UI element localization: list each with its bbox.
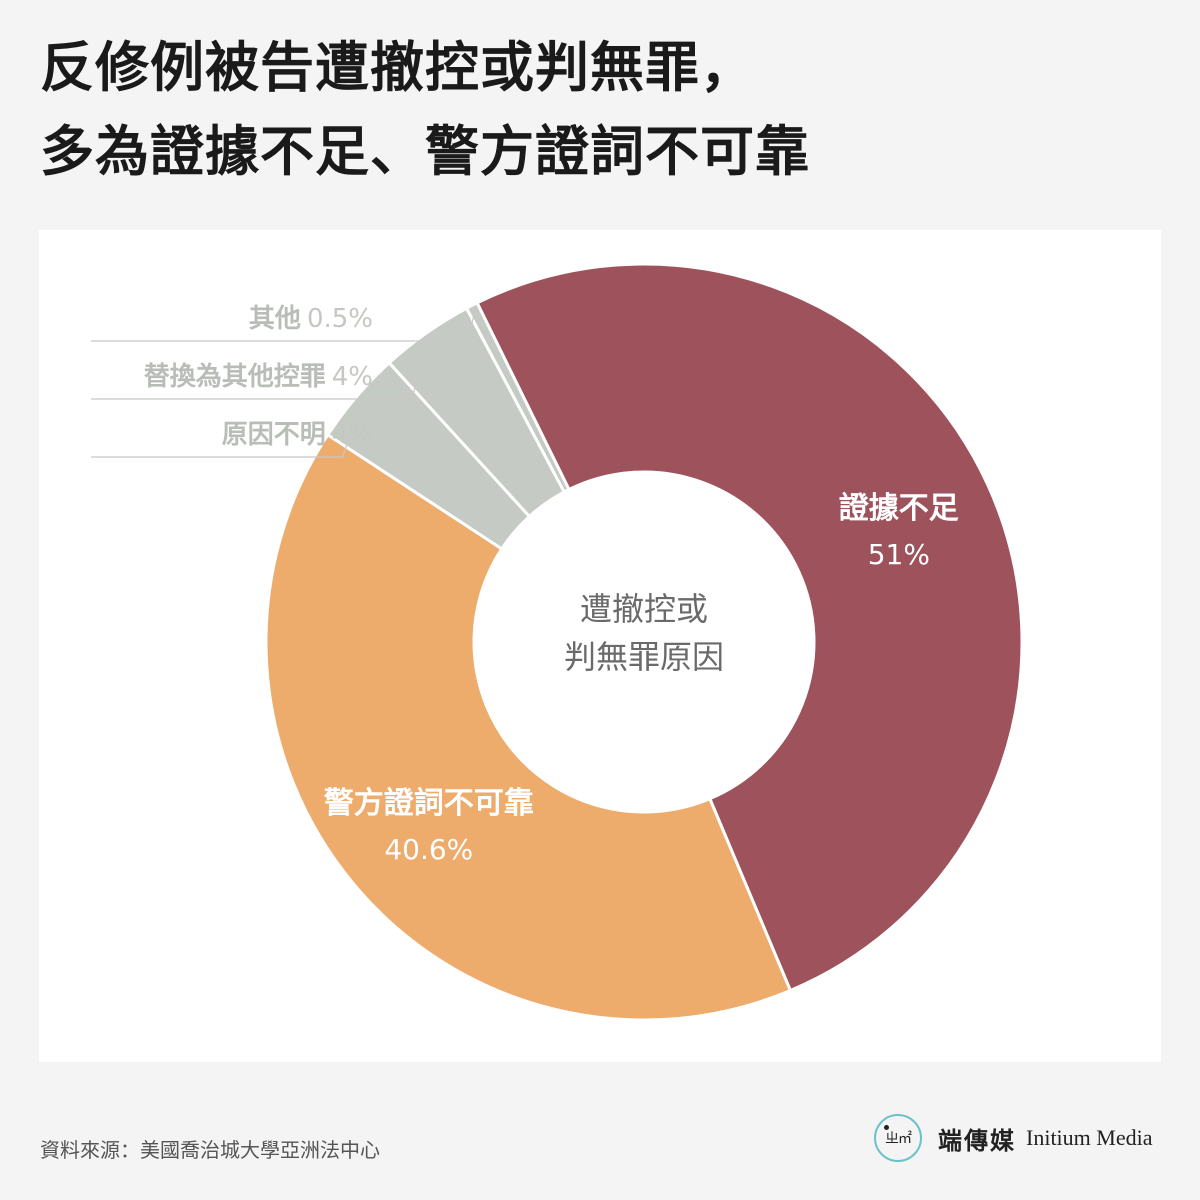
chart-title-line2: 多為證據不足、警方證詞不可靠 [40,120,810,183]
slice-value-label: 51% [868,538,930,571]
chart-title-line1: 反修例被告遭撤控或判無罪， [40,36,755,99]
slice-outside-label: 其他 0.5% [249,304,373,334]
logo-glyph: ㄓ㎡ [885,1131,912,1147]
chart-panel: 證據不足 51% 警方證詞不可靠 40.6% 原因不明 4% 替換為其他控罪 4% 其他 0.5%… [39,230,1161,1062]
brand-name-en: Initium Media [1026,1125,1153,1150]
slice-category-label: 其他 [249,304,301,334]
slice-leader-line [91,310,476,342]
slice-leader-line [91,337,431,400]
slice-category-label: 警方證詞不可靠 [324,786,534,821]
brand-name-zh: 端傳媒 [938,1125,1016,1155]
chart-title: 反修例被告遭撤控或判無罪， 多為證據不足、警方證詞不可靠 [40,26,810,194]
donut-slice-5 [464,300,571,494]
donut-center-label: 遭撤控或 [580,590,708,628]
slice-outside-label: 原因不明 4% [222,420,373,450]
slice-leader-line [91,400,362,458]
slice-value-label: 40.6% [384,833,473,866]
slice-outside-label: 替換為其他控罪 4% [144,362,373,392]
slice-category-label: 證據不足 [839,491,959,526]
slice-value-label: 0.5% [307,304,373,334]
donut-slice-1 [475,262,1024,993]
brand: ㄓ㎡ 端傳媒 Initium Media [874,1114,1152,1162]
slice-value-label: 4% [332,362,373,392]
slice-category-label: 原因不明 [222,420,326,450]
logo-dot [884,1125,889,1130]
slice-value-label: 4% [332,420,373,450]
donut-slice-2 [264,432,793,1022]
initium-logo-icon: ㄓ㎡ [874,1114,922,1162]
donut-center-label: 判無罪原因 [564,638,724,676]
slice-category-label: 替換為其他控罪 [144,362,326,392]
source-note: 資料來源：美國喬治城大學亞洲法中心 [40,1138,380,1162]
